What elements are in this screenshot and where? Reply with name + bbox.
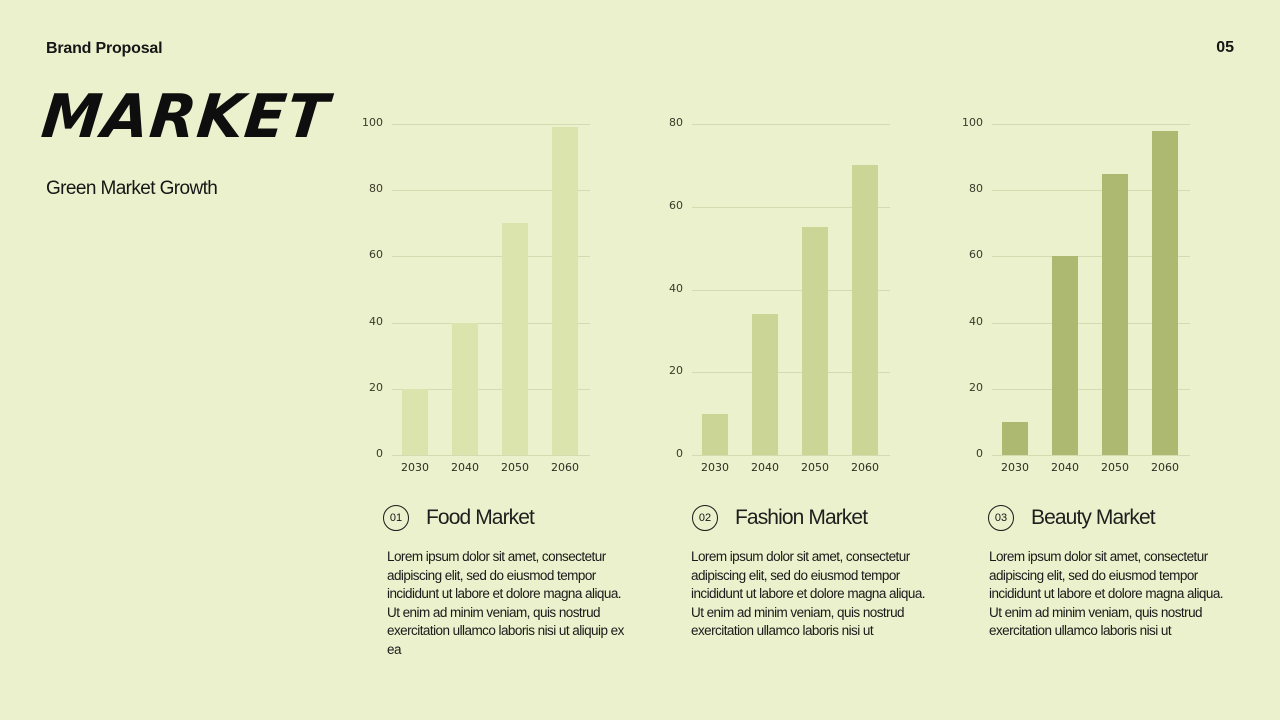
gridline [392,388,590,390]
bar-2060 [552,127,578,455]
x-tick-label: 2050 [1101,461,1129,474]
bar-2050 [802,227,828,455]
gridline [392,124,590,125]
y-tick-label: 0 [976,447,983,460]
gridline [692,206,890,208]
x-tick-label: 2030 [1001,461,1029,474]
bar-2050 [502,223,528,455]
section-title: Food Market [426,506,535,529]
bar-2060 [852,165,878,455]
y-tick-label: 80 [669,116,683,129]
section-description: Lorem ipsum dolor sit amet, consectetur … [989,549,1224,638]
bar-2050 [1102,173,1128,455]
x-tick-label: 2050 [501,461,529,474]
section-description: Lorem ipsum dolor sit amet, consectetur … [691,549,926,638]
gridline [992,190,1190,192]
y-tick-label: 40 [369,314,383,328]
section-description: Lorem ipsum dolor sit amet, consectetur … [387,549,624,657]
gridline [392,322,590,324]
chart-beauty-market: 0 20 40 60 80 100 2030 2040 2050 2060 [950,114,1210,484]
gridline [692,372,890,374]
section-beauty-market: 03 Beauty Market Lorem ipsum dolor sit a… [988,505,1238,641]
x-tick-label: 2060 [551,461,579,474]
bar-2030 [702,413,728,455]
section-number-badge: 02 [692,505,718,531]
y-tick-label: 20 [669,364,683,378]
bar-2040 [1052,256,1078,455]
y-tick-label: 100 [362,116,383,129]
bar-2030 [402,388,428,455]
section-fashion-market: 02 Fashion Market Lorem ipsum dolor sit … [691,505,942,641]
y-tick-label: 40 [969,314,983,328]
gridline [392,190,590,192]
y-tick-label: 20 [969,380,983,394]
gridline [692,289,890,291]
page-number: 05 [1216,39,1234,56]
gridline [992,322,1190,324]
gridline [392,455,590,456]
section-title: Fashion Market [735,506,868,529]
gridline [992,124,1190,125]
bar-2030 [1002,421,1028,455]
y-tick-label: 60 [969,248,983,262]
y-tick-label: 60 [669,198,683,212]
chart-fashion-market: 0 20 40 60 80 2030 2040 2050 2060 [650,114,910,484]
y-tick-label: 80 [969,182,983,196]
y-tick-label: 0 [376,447,383,460]
y-tick-label: 40 [669,281,683,295]
y-tick-label: 80 [369,182,383,196]
x-tick-label: 2060 [851,461,879,474]
page-title: MARKET [38,82,333,152]
x-tick-label: 2030 [701,461,729,474]
x-tick-label: 2060 [1151,461,1179,474]
gridline [992,256,1190,258]
section-number-badge: 03 [988,505,1014,531]
x-tick-label: 2050 [801,461,829,474]
x-tick-label: 2040 [751,461,779,474]
gridline [692,124,890,125]
x-tick-label: 2040 [451,461,479,474]
y-tick-label: 0 [676,447,683,460]
bar-2040 [452,322,478,455]
gridline [392,256,590,258]
x-tick-label: 2030 [401,461,429,474]
x-tick-label: 2040 [1051,461,1079,474]
chart-food-market: 0 20 40 60 80 100 2030 2040 2050 2060 [350,114,610,484]
section-food-market: 01 Food Market Lorem ipsum dolor sit ame… [383,505,633,659]
section-title: Beauty Market [1031,506,1156,529]
gridline [992,455,1190,456]
y-tick-label: 60 [369,248,383,262]
bar-2060 [1152,130,1178,455]
brand-label: Brand Proposal [46,40,163,57]
y-tick-label: 20 [369,380,383,394]
bar-2040 [752,314,778,455]
page-subtitle: Green Market Growth [46,178,218,199]
gridline [692,455,890,456]
section-number-badge: 01 [383,505,409,531]
y-tick-label: 100 [962,116,983,129]
gridline [992,388,1190,390]
